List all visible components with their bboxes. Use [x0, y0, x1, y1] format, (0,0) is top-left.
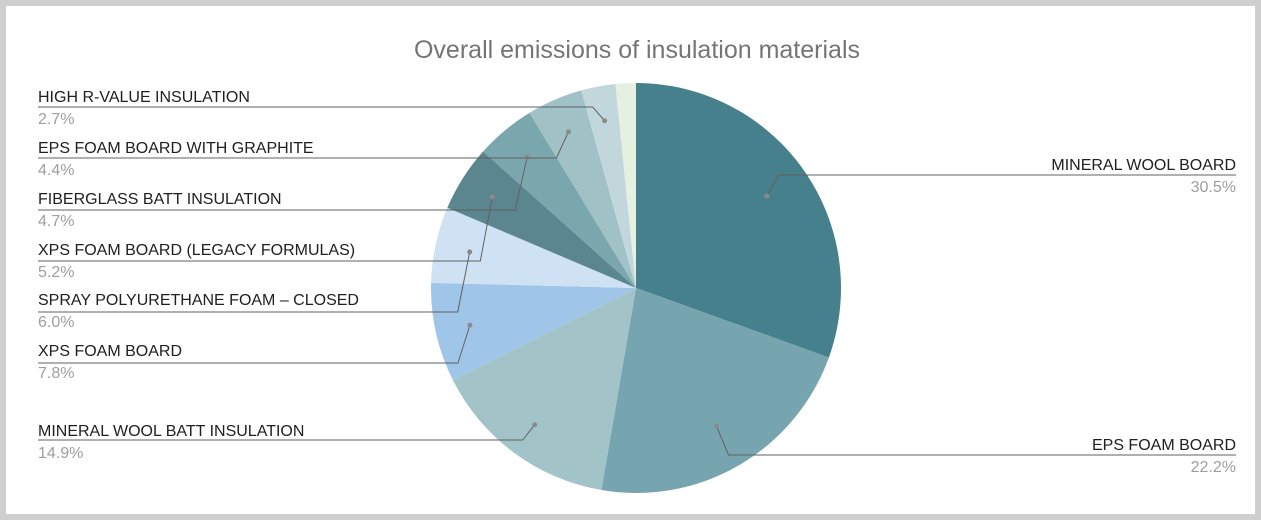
slice-label: HIGH R-VALUE INSULATION	[38, 89, 250, 106]
pie-slice	[601, 288, 829, 493]
slice-label: MINERAL WOOL BOARD	[1051, 157, 1236, 174]
callout-line	[38, 157, 528, 211]
pie-slice	[431, 282, 636, 380]
callout-dot	[467, 249, 473, 255]
pie-slice	[581, 84, 636, 289]
callout-lines	[38, 106, 1236, 456]
callout-dot	[467, 322, 473, 328]
slice-percentage: 4.7%	[38, 213, 74, 230]
callout-line	[38, 424, 536, 441]
pie-slice	[615, 83, 636, 288]
callout-dot	[764, 193, 770, 199]
slice-percentage: 14.9%	[38, 445, 83, 462]
slice-percentage: 6.0%	[38, 314, 74, 331]
slice-label: EPS FOAM BOARD	[1092, 437, 1236, 454]
slice-percentage: 2.7%	[38, 111, 74, 128]
slice-percentage: 4.4%	[38, 162, 74, 179]
pie-slice	[431, 207, 636, 288]
slice-label: XPS FOAM BOARD	[38, 343, 182, 360]
callout-line	[716, 425, 1236, 456]
callout-dot	[565, 129, 571, 135]
callout-line	[38, 324, 471, 364]
callout-dot	[489, 194, 495, 200]
callout-line	[766, 174, 1236, 197]
slice-percentage: 22.2%	[1191, 459, 1236, 476]
callout-line	[38, 196, 493, 262]
slice-label: EPS FOAM BOARD WITH GRAPHITE	[38, 140, 314, 157]
pie-slice	[483, 112, 636, 288]
callout-dot	[524, 154, 530, 160]
callout-line	[38, 251, 471, 313]
slice-label: SPRAY POLYURETHANE FOAM – CLOSED	[38, 292, 359, 309]
pie-slices	[431, 83, 841, 493]
pie-slice	[636, 83, 841, 358]
slice-percentage: 5.2%	[38, 264, 74, 281]
slice-label: MINERAL WOOL BATT INSULATION	[38, 423, 304, 440]
slice-label: XPS FOAM BOARD (LEGACY FORMULAS)	[38, 242, 355, 259]
callout-line	[38, 131, 569, 159]
callout-line	[38, 106, 606, 122]
callout-dot	[532, 422, 538, 428]
slice-label: FIBERGLASS BATT INSULATION	[38, 191, 282, 208]
slice-labels: MINERAL WOOL BOARD 30.5% EPS FOAM BOARD 22.…	[38, 89, 1236, 476]
slice-percentage: 30.5%	[1191, 179, 1236, 196]
slice-percentage: 7.8%	[38, 365, 74, 382]
pie-slice	[529, 90, 636, 288]
chart-title: Overall emissions of insulation material…	[414, 36, 860, 64]
callout-dot	[602, 118, 608, 124]
pie-slice	[447, 151, 636, 288]
callout-dot	[714, 423, 720, 429]
